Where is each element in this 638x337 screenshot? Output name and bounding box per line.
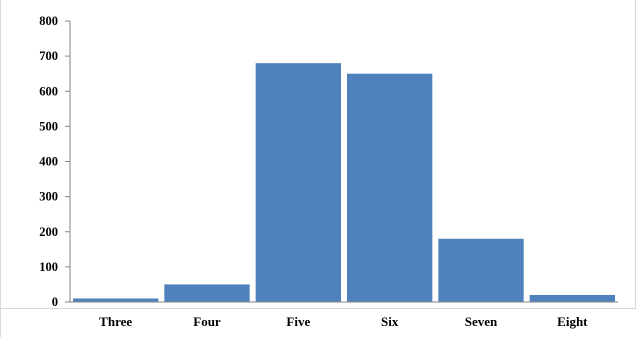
y-tick-label: 400 [39,155,58,169]
y-axis: 0 100 200 300 400 500 600 700 800 [39,14,71,309]
bars-group [73,63,615,303]
x-tick-label: Eight [557,314,588,329]
y-tick-label: 500 [39,119,58,133]
bar-four [164,284,250,302]
x-tick-label: Six [381,314,399,329]
frame-left-edge [0,0,1,337]
x-tick-label: Four [193,314,221,329]
chart-area-frame [0,0,636,309]
bar-six [347,73,433,302]
y-tick-label: 800 [39,14,58,28]
bar-seven [438,238,524,302]
y-tick-label: 300 [39,190,58,204]
y-tick-label: 600 [39,84,58,98]
x-tick-label: Five [286,314,310,329]
bar-eight [529,294,615,302]
x-tick-label: Three [99,314,132,329]
x-tick-label: Seven [465,314,498,329]
y-tick-label: 100 [39,260,58,274]
x-axis: Three Four Five Six Seven Eight [70,301,618,329]
y-tick-label: 200 [39,225,58,239]
y-tick-label: 0 [52,295,58,309]
bar-three [73,298,159,302]
bar-five [255,63,341,303]
y-tick-label: 700 [39,49,58,63]
